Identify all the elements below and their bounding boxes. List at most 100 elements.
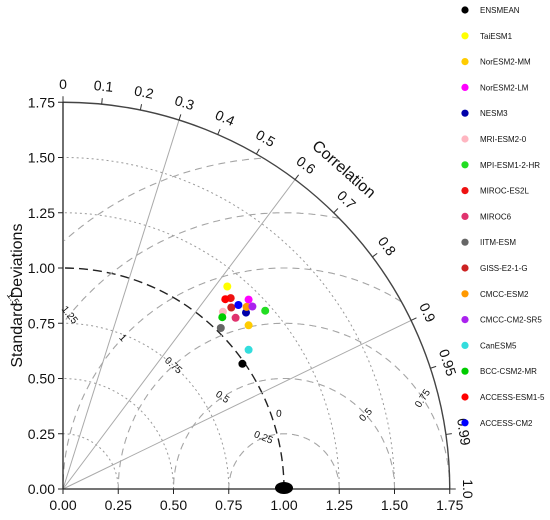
rms-contour-label: 0	[276, 408, 283, 419]
model-point	[238, 359, 247, 368]
legend-label: CanESM5	[480, 341, 517, 350]
correlation-tick	[410, 317, 417, 321]
legend-label: MPI-ESM1-2-HR	[480, 161, 540, 170]
correlation-tick	[430, 365, 437, 369]
correlation-tick-label: 0.6	[293, 153, 318, 178]
reference-point	[275, 482, 293, 494]
rms-contour-label: 0.5	[213, 389, 231, 406]
y-axis-title: Standard Deviations	[9, 224, 26, 368]
std-arc	[62, 378, 174, 490]
legend-marker	[461, 290, 469, 298]
model-point	[244, 321, 253, 330]
x-tick-label: 0.50	[160, 497, 187, 513]
correlation-tick	[178, 114, 182, 121]
x-tick-label: 1.00	[270, 497, 297, 513]
legend-marker	[461, 212, 469, 220]
legend-marker	[461, 419, 469, 427]
correlation-tick-label: 0.4	[213, 107, 237, 130]
correlation-tick-label: 0.8	[375, 233, 400, 258]
model-point	[218, 313, 227, 322]
y-tick-label: 0.50	[28, 371, 55, 387]
std-arc	[62, 433, 119, 490]
legend-label: NorESM2-MM	[480, 58, 531, 67]
legend-marker	[461, 161, 469, 169]
x-tick-label: 1.50	[381, 497, 408, 513]
y-tick-label: 0.00	[28, 481, 55, 497]
legend-marker	[461, 264, 469, 272]
correlation-tick-label: 0.9	[416, 300, 439, 325]
reference-arc	[62, 267, 285, 490]
correlation-tick	[217, 128, 221, 135]
model-point	[221, 295, 230, 304]
std-arc	[62, 157, 395, 490]
std-arc	[62, 212, 340, 490]
correlation-tick-label: 0.3	[173, 92, 197, 113]
correlation-tick-label: 0.95	[436, 347, 460, 378]
correlation-tick	[139, 104, 143, 111]
std-arc	[62, 322, 230, 490]
legend-marker	[461, 109, 469, 117]
legend-label: ENSMEAN	[480, 6, 520, 15]
correlation-line	[62, 119, 180, 490]
correlation-tick	[294, 174, 300, 180]
legend-label: IITM-ESM	[480, 238, 516, 247]
x-tick-label: 0.00	[49, 497, 76, 513]
legend-marker	[461, 393, 469, 401]
correlation-tick-label: 0.5	[253, 126, 278, 150]
model-point	[248, 302, 257, 311]
legend-marker	[461, 187, 469, 195]
points-layer	[216, 282, 293, 494]
rms-contour	[117, 322, 451, 490]
model-point	[234, 301, 243, 309]
y-tick-label: 0.25	[28, 426, 55, 442]
legend-label: BCC-CSM2-MR	[480, 367, 537, 376]
correlation-tick-label: 0.99	[454, 417, 474, 446]
legend-label: MRI-ESM2-0	[480, 135, 527, 144]
correlation-tick	[101, 98, 103, 105]
legend-marker	[461, 316, 469, 324]
rms-contour-label: 0.25	[252, 429, 275, 447]
rms-contour	[62, 212, 340, 324]
correlation-tick	[445, 433, 452, 435]
model-point	[244, 295, 253, 304]
legend-label: GISS-E2-1-G	[480, 264, 528, 273]
correlation-line	[62, 179, 296, 490]
model-point	[223, 282, 232, 291]
correlation-tick-label: 0	[59, 76, 67, 92]
legend-label: NESM3	[480, 109, 508, 118]
correlation-tick-label: 0.2	[133, 82, 155, 102]
model-point	[244, 345, 253, 354]
legend-label: NorESM2-LM	[480, 83, 529, 92]
legend-marker	[461, 58, 469, 66]
x-tick-label: 1.75	[436, 497, 463, 513]
correlation-tick-label: 1.0	[460, 479, 476, 499]
y-tick-label: 1.50	[28, 150, 55, 166]
rms-contour-label: 1	[116, 333, 128, 345]
model-point	[242, 302, 251, 311]
model-point	[216, 324, 225, 332]
y-tick-label: 1.75	[28, 94, 55, 110]
x-tick-label: 0.25	[105, 497, 132, 513]
legend-label: CMCC-CM2-SR5	[480, 316, 542, 325]
rms-contour-label: 0.75	[162, 355, 184, 376]
rms-contour	[63, 157, 261, 242]
rms-contour-label: 0.75	[413, 387, 433, 410]
legend-label: ACCESS-CM2	[480, 419, 533, 428]
legend-marker	[461, 341, 469, 349]
model-point	[231, 313, 240, 322]
rms-contour	[228, 433, 340, 490]
legend-label: MIROC6	[480, 212, 512, 221]
legend-marker	[461, 6, 469, 14]
legend-label: ACCESS-ESM1-5	[480, 393, 545, 402]
legend: ENSMEAN TaiESM1 NorESM2-MM NorESM2-LM NESM3 M…	[461, 6, 545, 428]
outer-arc	[62, 101, 451, 490]
correlation-tick	[255, 148, 260, 155]
legend-marker	[461, 135, 469, 143]
correlation-tick	[333, 208, 339, 214]
x-tick-label: 1.25	[326, 497, 353, 513]
legend-label: CMCC-ESM2	[480, 290, 529, 299]
rms-contour	[62, 267, 402, 489]
rms-contour	[172, 377, 396, 489]
